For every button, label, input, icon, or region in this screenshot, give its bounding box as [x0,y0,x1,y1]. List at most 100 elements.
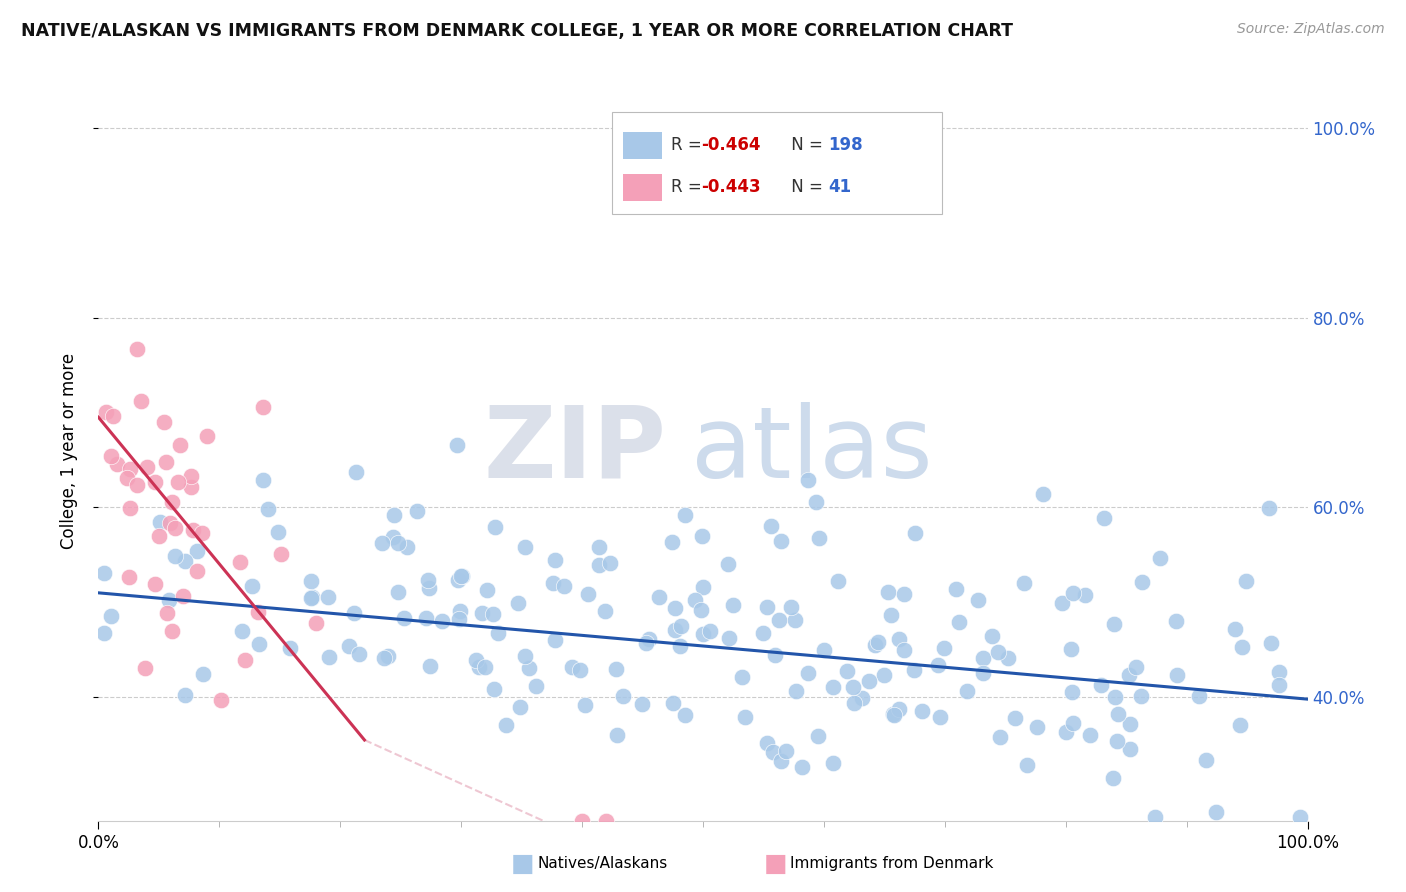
Point [972,666,994,681]
Point [561,660,583,674]
Text: atlas: atlas [690,402,932,499]
Point [756,736,779,750]
Point [638,632,661,647]
Y-axis label: College, 1 year or more: College, 1 year or more [59,352,77,549]
Point [474,660,496,674]
Point [148,528,170,542]
Point [163,549,186,564]
Point [155,606,177,620]
Point [631,698,654,712]
Point [669,640,692,654]
Point [605,662,627,676]
Point [233,653,256,667]
Point [576,587,599,601]
Point [481,607,503,622]
Point [1004,711,1026,725]
Point [717,631,740,645]
Point [1118,667,1140,681]
Text: 198: 198 [828,136,863,154]
Point [804,495,827,509]
Point [1015,758,1038,772]
Point [877,585,900,599]
Point [574,698,596,713]
Point [1119,742,1142,756]
Point [752,626,775,640]
Point [191,525,214,540]
Point [342,606,364,620]
Point [209,693,232,707]
Point [544,632,567,647]
Point [988,731,1011,745]
Point [1125,660,1147,674]
Point [373,650,395,665]
Point [1130,574,1153,589]
Point [858,673,880,688]
Point [247,605,270,619]
Point [1025,720,1047,734]
Point [93,566,115,580]
Point [471,606,494,620]
Point [880,607,903,622]
Point [118,501,141,516]
Point [129,393,152,408]
Point [648,590,671,604]
Point [465,653,488,667]
Point [683,593,706,607]
Point [721,598,744,612]
Point [866,635,889,649]
Point [1234,574,1257,589]
Point [125,342,148,356]
Point [1229,718,1251,732]
Point [544,552,567,566]
Point [987,645,1010,659]
Point [143,576,166,591]
Point [415,611,437,625]
Point [93,625,115,640]
Point [337,639,360,653]
Point [157,593,180,607]
Text: N =: N = [786,178,828,196]
Point [692,580,714,594]
Point [381,530,404,544]
Point [419,659,441,673]
Point [94,405,117,419]
Point [956,684,979,698]
Point [692,627,714,641]
Point [661,535,683,549]
Point [451,569,474,583]
Point [699,624,721,638]
Point [1289,810,1312,824]
Point [813,642,835,657]
Point [893,643,915,657]
Point [278,641,301,656]
Point [1129,690,1152,704]
Point [508,596,530,610]
Point [934,640,956,655]
Point [186,564,208,578]
Point [911,704,934,718]
Point [118,570,141,584]
Point [257,502,280,516]
Point [266,525,288,540]
Point [482,681,505,696]
Point [173,689,195,703]
Point [180,480,202,494]
Point [486,626,509,640]
Point [887,632,910,647]
Text: N =: N = [786,136,828,154]
Point [763,648,786,662]
Point [669,619,692,633]
Point [768,613,790,627]
Point [588,541,610,555]
Point [689,602,711,616]
Point [450,604,472,618]
Point [1166,614,1188,628]
Point [180,468,202,483]
Point [371,536,394,550]
Point [160,495,183,509]
Point [103,409,125,423]
Point [299,574,322,588]
Point [509,699,531,714]
Point [835,665,858,679]
Text: -0.443: -0.443 [702,178,761,196]
